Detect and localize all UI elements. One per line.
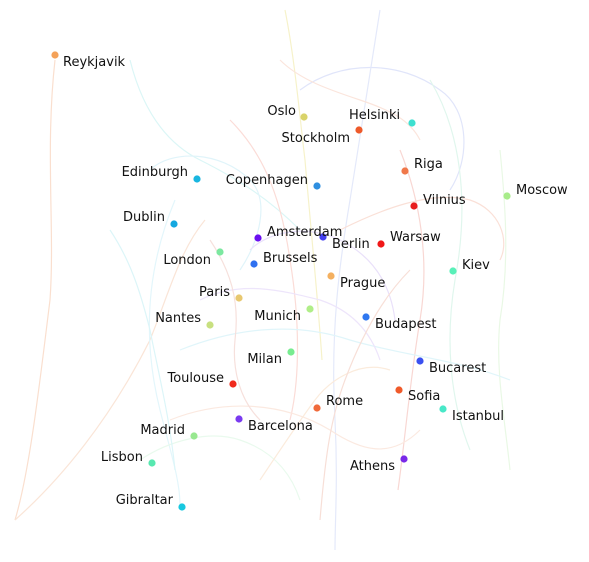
city-label-warsaw: Warsaw (390, 230, 441, 245)
city-point-amsterdam (254, 234, 262, 242)
city-label-budapest: Budapest (375, 317, 437, 332)
city-point-lisbon (148, 459, 156, 467)
city-point-rome (313, 404, 321, 412)
city-label-riga: Riga (414, 157, 443, 172)
city-point-riga (401, 167, 409, 175)
city-label-helsinki: Helsinki (349, 108, 400, 123)
city-label-paris: Paris (199, 285, 230, 300)
city-label-vilnius: Vilnius (423, 193, 466, 208)
city-point-vilnius (410, 202, 418, 210)
city-label-copenhagen: Copenhagen (226, 173, 308, 188)
city-label-amsterdam: Amsterdam (267, 225, 342, 240)
city-point-warsaw (377, 240, 385, 248)
city-label-oslo: Oslo (267, 104, 296, 119)
city-label-rome: Rome (326, 394, 363, 409)
city-label-toulouse: Toulouse (166, 371, 224, 386)
city-point-istanbul (439, 405, 447, 413)
city-label-athens: Athens (350, 459, 395, 474)
city-label-bucarest: Bucarest (429, 361, 486, 376)
city-label-lisbon: Lisbon (101, 450, 143, 465)
city-point-dublin (170, 220, 178, 228)
city-point-london (216, 248, 224, 256)
city-label-moscow: Moscow (516, 183, 568, 198)
city-point-bucarest (416, 357, 424, 365)
city-point-paris (235, 294, 243, 302)
city-labels: Reykjavik Oslo Helsinki Stockholm Riga Moscow… (63, 55, 568, 508)
city-point-moscow (503, 192, 511, 200)
city-label-gibraltar: Gibraltar (116, 493, 174, 508)
city-label-london: London (163, 253, 211, 268)
city-point-gibraltar (178, 503, 186, 511)
city-label-prague: Prague (340, 276, 385, 291)
city-label-brussels: Brussels (263, 251, 318, 266)
city-point-kiev (449, 267, 457, 275)
city-point-helsinki (355, 126, 363, 134)
city-point-oslo (300, 113, 308, 121)
city-label-reykjavik: Reykjavik (63, 55, 126, 70)
background-traces (14, 9, 511, 551)
city-label-dublin: Dublin (123, 210, 165, 225)
city-label-nantes: Nantes (155, 311, 201, 326)
city-point-copenhagen (313, 182, 321, 190)
city-point-edinburgh (193, 175, 201, 183)
city-point-milan (287, 348, 295, 356)
city-label-stockholm: Stockholm (282, 131, 350, 146)
city-label-madrid: Madrid (140, 423, 185, 438)
city-point-munich (306, 305, 314, 313)
city-label-barcelona: Barcelona (248, 419, 313, 434)
city-point-stockholm (408, 119, 416, 127)
city-label-milan: Milan (247, 352, 282, 367)
city-label-kiev: Kiev (462, 258, 490, 273)
city-point-athens (400, 455, 408, 463)
city-label-munich: Munich (254, 309, 301, 324)
city-point-toulouse (229, 380, 237, 388)
city-point-prague (327, 272, 335, 280)
city-label-berlin: Berlin (332, 237, 370, 252)
city-point-reykjavik (51, 51, 59, 59)
city-points (51, 51, 511, 511)
city-point-brussels (250, 260, 258, 268)
city-label-sofia: Sofia (408, 389, 440, 404)
city-label-istanbul: Istanbul (452, 409, 504, 424)
city-point-sofia (395, 386, 403, 394)
city-point-berlin (319, 233, 327, 241)
city-point-madrid (190, 432, 198, 440)
city-point-nantes (206, 321, 214, 329)
city-point-budapest (362, 313, 370, 321)
city-point-barcelona (235, 415, 243, 423)
city-label-edinburgh: Edinburgh (122, 165, 188, 180)
